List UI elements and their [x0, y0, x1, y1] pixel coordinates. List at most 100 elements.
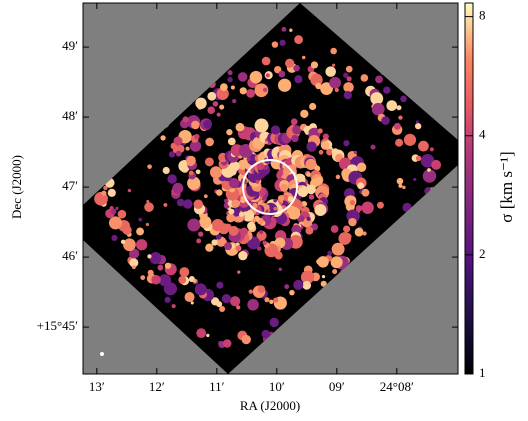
- map-pixel-blob: [232, 98, 237, 104]
- map-pixel-blob: [194, 283, 207, 296]
- map-pixel-blob: [247, 221, 256, 231]
- map-pixel-blob: [216, 87, 229, 100]
- x-tick-label: 13′: [89, 379, 105, 394]
- map-pixel-blob: [184, 292, 195, 303]
- map-pixel-blob: [314, 165, 321, 172]
- map-pixel-blob: [325, 66, 336, 77]
- map-pixel-blob: [249, 70, 263, 84]
- map-pixel-blob: [315, 82, 322, 90]
- map-pixel-blob: [237, 72, 248, 82]
- map-pixel-blob: [289, 289, 295, 296]
- map-pixel-blob: [149, 252, 162, 265]
- map-pixel-blob: [402, 185, 406, 190]
- map-pixel-blob: [313, 176, 323, 186]
- map-pixel-blob: [330, 47, 337, 55]
- colorbar-tick-label: 4: [479, 127, 486, 142]
- map-pixel-blob: [343, 140, 350, 147]
- map-pixel-blob: [230, 85, 235, 90]
- map-pixel-blob: [418, 140, 429, 152]
- map-pixel-blob: [310, 73, 323, 87]
- map-pixel-blob: [264, 297, 270, 303]
- map-pixel-blob: [195, 169, 201, 175]
- map-pixel-blob: [316, 258, 322, 265]
- map-pixel-blob: [349, 200, 356, 206]
- map-pixel-blob: [235, 245, 242, 252]
- map-pixel-blob: [123, 238, 136, 252]
- map-pixel-blob: [362, 231, 367, 236]
- y-axis-label: Dec (J2000): [9, 155, 24, 219]
- map-pixel-blob: [204, 157, 214, 167]
- map-pixel-blob: [193, 199, 204, 209]
- map-pixel-blob: [235, 122, 245, 132]
- map-pixel-blob: [179, 267, 190, 277]
- map-pixel-blob: [403, 133, 417, 146]
- map-pixel-blob: [415, 122, 422, 130]
- map-pixel-blob: [354, 227, 364, 237]
- map-pixel-blob: [254, 118, 269, 133]
- y-tick-label: 49′: [62, 38, 78, 53]
- map-pixel-blob: [127, 188, 132, 193]
- map-pixel-blob: [238, 211, 244, 217]
- map-pixel-blob: [203, 119, 213, 129]
- map-pixel-blob: [191, 120, 200, 130]
- map-pixel-blob: [229, 161, 240, 172]
- map-pixel-blob: [329, 76, 342, 89]
- x-tick-label: 09′: [329, 379, 345, 394]
- map-pixel-blob: [231, 199, 240, 208]
- map-pixel-blob: [381, 116, 390, 125]
- colorbar-tick-label: 8: [479, 8, 486, 23]
- map-pixel-blob: [209, 166, 223, 179]
- map-pixel-blob: [320, 82, 333, 95]
- map-pixel-blob: [353, 150, 358, 155]
- map-pixel-blob: [287, 196, 294, 202]
- map-pixel-blob: [338, 232, 352, 245]
- map-pixel-blob: [320, 280, 327, 287]
- map-pixel-blob: [357, 182, 365, 190]
- map-pixel-blob: [186, 155, 196, 166]
- map-pixel-blob: [292, 242, 298, 248]
- map-pixel-blob: [226, 213, 236, 223]
- map-pixel-blob: [308, 194, 315, 200]
- map-pixel-blob: [297, 187, 307, 197]
- map-pixel-blob: [198, 231, 204, 237]
- map-pixel-blob: [415, 120, 419, 124]
- map-pixel-blob: [171, 304, 176, 309]
- map-pixel-blob: [292, 125, 302, 135]
- map-pixel-blob: [168, 151, 176, 158]
- map-pixel-blob: [136, 239, 148, 251]
- map-pixel-blob: [279, 39, 286, 46]
- map-pixel-blob: [396, 105, 402, 111]
- map-pixel-blob: [393, 122, 401, 130]
- map-pixel-blob: [216, 281, 224, 289]
- map-pixel-blob: [107, 188, 116, 197]
- map-pixel-blob: [203, 194, 208, 199]
- map-pixel-blob: [386, 100, 398, 111]
- map-pixel-blob: [273, 206, 278, 211]
- map-pixel-blob: [185, 146, 190, 151]
- map-pixel-blob: [330, 256, 343, 269]
- map-pixel-blob: [163, 202, 168, 207]
- map-pixel-blob: [318, 149, 324, 155]
- map-pixel-blob: [355, 205, 363, 212]
- colorbar-tick-label: 1: [479, 365, 486, 380]
- map-pixel-blob: [343, 72, 349, 78]
- map-pixel-blob: [326, 148, 333, 156]
- map-pixel-blob: [413, 177, 417, 182]
- map-pixel-blob: [431, 159, 442, 170]
- map-pixel-blob: [151, 274, 161, 285]
- map-pixel-blob: [332, 268, 338, 275]
- map-pixel-blob: [302, 218, 313, 228]
- map-pixel-blob: [183, 199, 193, 209]
- map-pixel-blob: [221, 294, 232, 304]
- map-pixel-blob: [335, 174, 341, 180]
- map-pixel-blob: [211, 297, 220, 306]
- map-pixel-blob: [228, 178, 240, 189]
- map-pixel-blob: [211, 239, 218, 246]
- map-pixel-blob: [164, 262, 172, 269]
- beam: [100, 352, 104, 356]
- map-pixel-blob: [175, 150, 182, 157]
- map-pixel-blob: [320, 141, 330, 150]
- map-pixel-blob: [293, 64, 300, 72]
